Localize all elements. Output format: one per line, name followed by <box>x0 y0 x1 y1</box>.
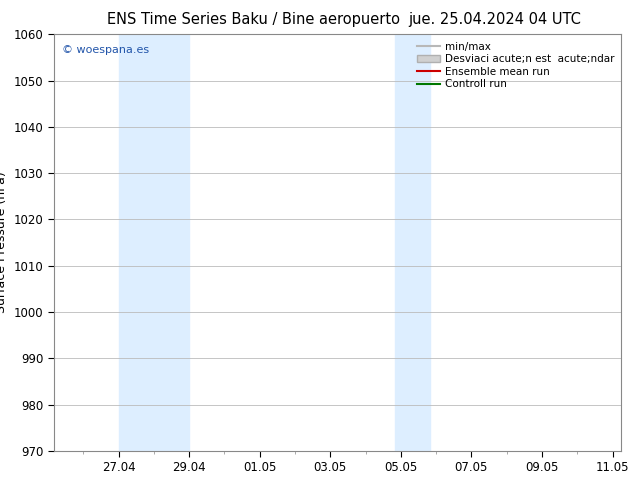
Text: ENS Time Series Baku / Bine aeropuerto: ENS Time Series Baku / Bine aeropuerto <box>107 12 400 27</box>
Text: jue. 25.04.2024 04 UTC: jue. 25.04.2024 04 UTC <box>408 12 581 27</box>
Bar <box>119 34 189 451</box>
Legend: min/max, Desviaci acute;n est  acute;ndar, Ensemble mean run, Controll run: min/max, Desviaci acute;n est acute;ndar… <box>415 40 616 92</box>
Y-axis label: Surface Pressure (hPa): Surface Pressure (hPa) <box>0 172 8 314</box>
Bar <box>395 34 430 451</box>
Text: © woespana.es: © woespana.es <box>62 45 150 55</box>
